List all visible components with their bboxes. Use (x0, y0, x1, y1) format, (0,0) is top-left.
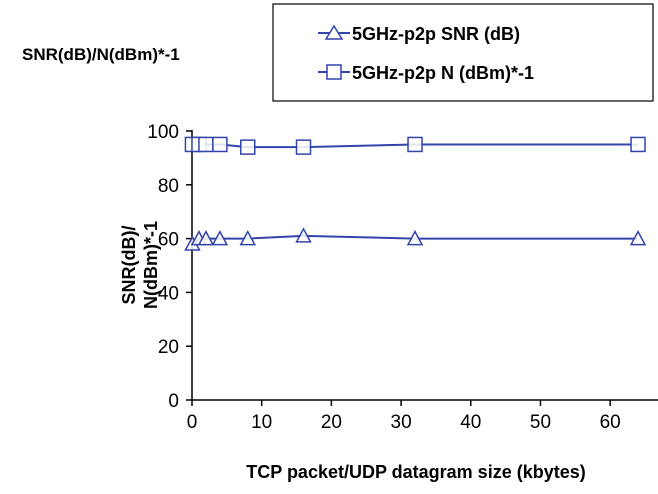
x-axis-title: TCP packet/UDP datagram size (kbytes) (246, 462, 585, 482)
y-tick-label: 20 (158, 337, 179, 358)
y-tick-label: 80 (158, 176, 179, 197)
legend-label-noise: 5GHz-p2p N (dBm)*-1 (352, 63, 534, 83)
data-point-triangle (211, 230, 229, 246)
data-point-square (630, 136, 646, 153)
y-tick-label: 60 (158, 230, 179, 251)
y-axis-title: SNR(dB)/ N(dBm)*-1 (119, 221, 161, 309)
series-layer (184, 136, 647, 251)
data-point-square (198, 136, 214, 153)
data-point-square (295, 139, 312, 155)
legend: 5GHz-p2p SNR (dB) 5GHz-p2p N (dBm)*-1 (272, 3, 654, 102)
y-tick-label: 100 (147, 122, 179, 143)
legend-item-snr: 5GHz-p2p SNR (dB) (318, 24, 520, 44)
x-tick-label: 10 (251, 412, 272, 433)
top-left-label: SNR(dB)/N(dBm)*-1 (22, 45, 180, 64)
data-point-square (240, 139, 256, 155)
legend-marker-square (326, 64, 342, 80)
data-point-triangle (239, 230, 257, 246)
data-point-triangle (295, 227, 312, 243)
data-point-triangle (197, 230, 215, 246)
x-tick-label: 30 (391, 412, 412, 433)
x-tick-label: 20 (321, 412, 342, 433)
y-axis-title-line1: SNR(dB)/ (119, 226, 139, 305)
x-tick-label: 0 (187, 412, 198, 433)
y-tick-label: 40 (158, 283, 179, 304)
data-point-square (212, 136, 228, 153)
data-point-triangle (406, 230, 424, 246)
legend-box (272, 3, 654, 102)
x-tick-label: 40 (460, 412, 481, 433)
data-point-square (407, 136, 423, 153)
x-axis-ticks: 0 10 20 30 40 50 60 (187, 400, 621, 433)
legend-item-noise: 5GHz-p2p N (dBm)*-1 (318, 63, 534, 83)
y-axis-ticks: 0 20 40 60 80 100 (147, 122, 192, 412)
legend-label-snr: 5GHz-p2p SNR (dB) (352, 24, 520, 44)
x-tick-label: 50 (530, 412, 551, 433)
x-tick-label: 60 (600, 412, 621, 433)
y-tick-label: 0 (168, 391, 179, 412)
y-axis-title-line2: N(dBm)*-1 (141, 221, 161, 309)
data-point-triangle (629, 230, 647, 246)
legend-marker-triangle (324, 24, 344, 40)
